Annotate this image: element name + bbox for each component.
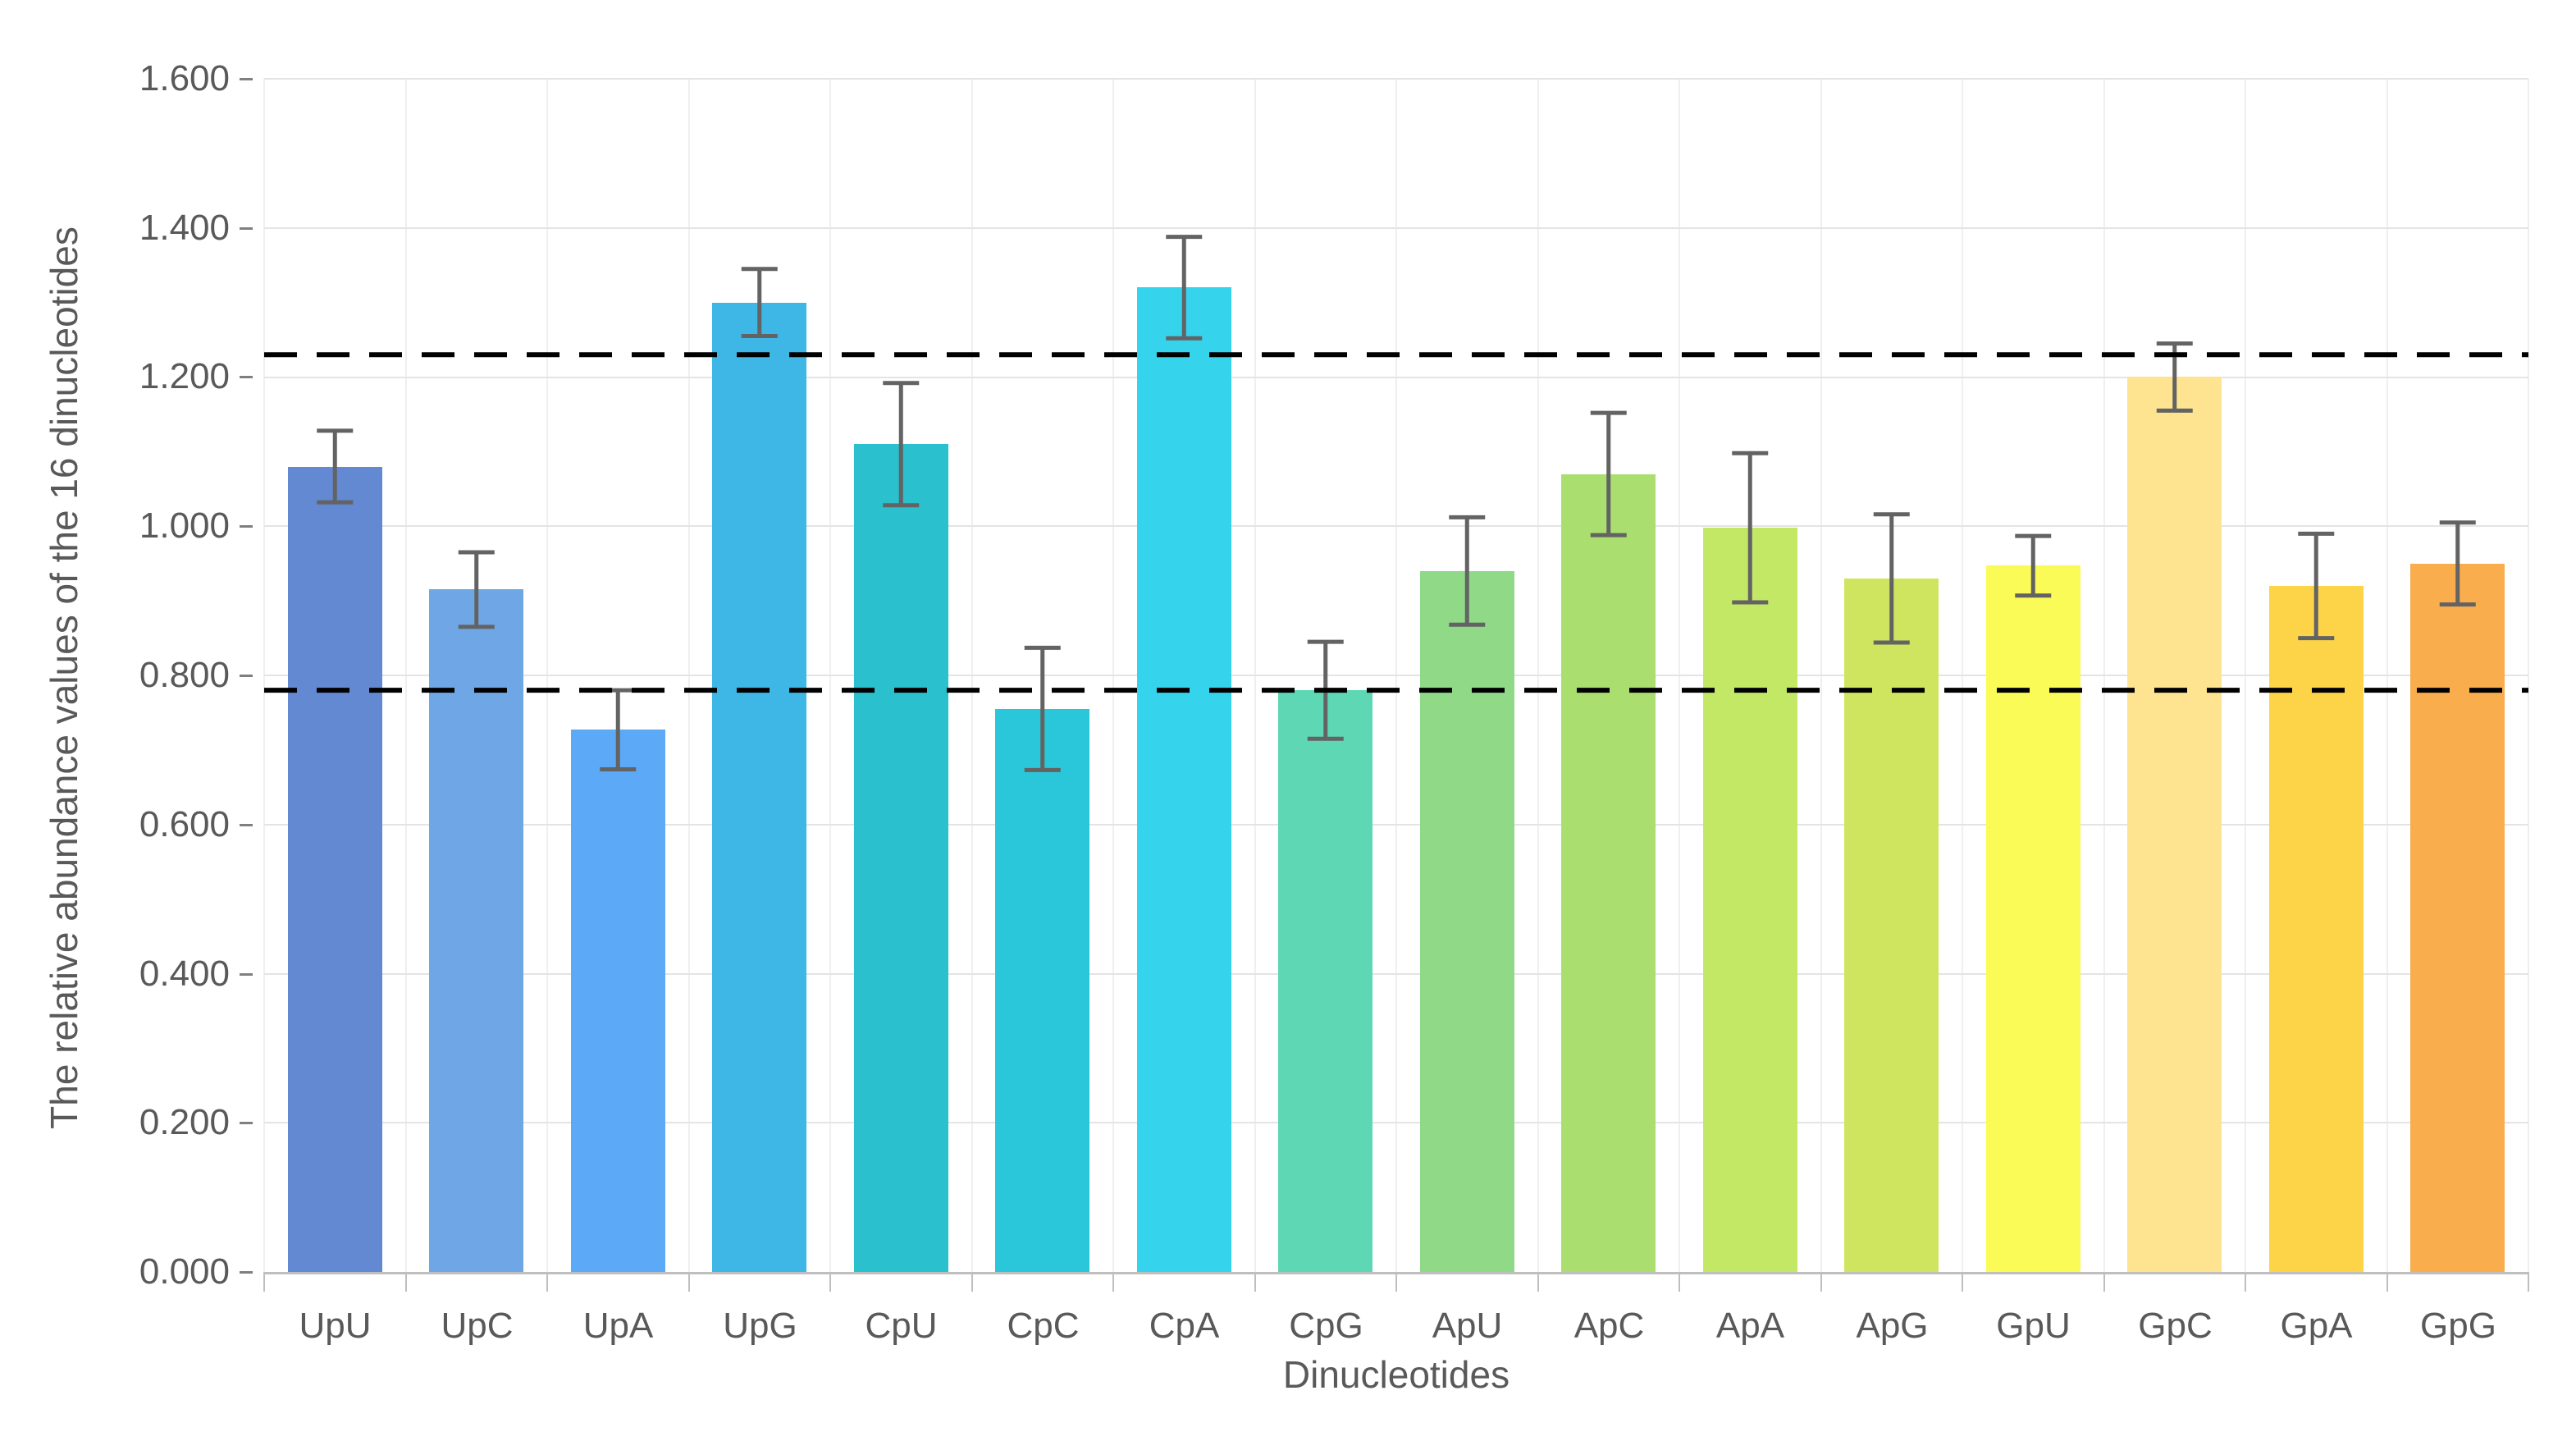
horizontal-gridline bbox=[264, 1122, 2528, 1124]
x-axis-title: Dinucleotides bbox=[1282, 1353, 1510, 1396]
x-axis-tick-mark bbox=[546, 1272, 548, 1292]
y-axis-tick-mark bbox=[240, 525, 253, 528]
x-axis-tick-label-GpA: GpA bbox=[2280, 1306, 2353, 1346]
bar-UpC bbox=[429, 589, 523, 1272]
x-axis-tick-mark bbox=[1820, 1272, 1822, 1292]
x-axis-tick-label-CpG: CpG bbox=[1289, 1306, 1363, 1346]
bar-GpC bbox=[2127, 377, 2222, 1272]
x-axis-tick-mark bbox=[263, 1272, 265, 1292]
x-axis-tick-mark bbox=[1395, 1272, 1397, 1292]
x-axis-tick-label-GpC: GpC bbox=[2138, 1306, 2213, 1346]
y-axis-tick-mark bbox=[240, 675, 253, 677]
x-axis-tick-mark bbox=[404, 1272, 407, 1292]
y-axis-tick-label: 1.200 bbox=[139, 356, 230, 396]
horizontal-gridline bbox=[264, 675, 2528, 676]
bar-ApC bbox=[1561, 474, 1656, 1272]
horizontal-gridline bbox=[264, 525, 2528, 528]
bar-CpC bbox=[995, 709, 1089, 1272]
x-axis-tick-label-ApA: ApA bbox=[1715, 1306, 1785, 1346]
y-axis-tick-label: 1.000 bbox=[139, 505, 230, 546]
x-axis-tick-label-CpU: CpU bbox=[865, 1306, 938, 1346]
y-axis-tick-mark bbox=[240, 1122, 253, 1124]
y-axis-tick-mark bbox=[240, 973, 253, 976]
horizontal-gridline bbox=[264, 78, 2528, 80]
horizontal-gridline bbox=[264, 226, 2528, 229]
x-axis-tick-mark bbox=[1962, 1272, 1963, 1292]
x-axis-tick-mark bbox=[1679, 1272, 1680, 1292]
y-axis-tick-mark bbox=[240, 376, 253, 378]
x-axis-tick-label-GpU: GpU bbox=[1996, 1306, 2071, 1346]
x-axis-tick-mark bbox=[2245, 1272, 2246, 1292]
plot-area bbox=[263, 78, 2529, 1272]
bar-CpU bbox=[854, 444, 948, 1272]
x-axis-tick-label-UpA: UpA bbox=[582, 1306, 654, 1346]
horizontal-gridline bbox=[264, 823, 2528, 826]
x-axis-tick-label-UpU: UpU bbox=[299, 1306, 372, 1346]
y-axis-tick-label: 1.600 bbox=[139, 58, 230, 98]
y-axis-tick-mark bbox=[240, 824, 253, 826]
x-axis-tick-label-CpA: CpA bbox=[1149, 1306, 1220, 1346]
y-axis-tick-label: 0.200 bbox=[139, 1102, 230, 1142]
bar-GpA bbox=[2269, 586, 2364, 1272]
x-axis-tick-label-ApU: ApU bbox=[1432, 1306, 1503, 1346]
y-axis-tick-mark bbox=[240, 78, 253, 80]
vertical-gridline bbox=[2528, 79, 2529, 1272]
bar-GpG bbox=[2410, 564, 2505, 1272]
y-axis-tick-mark bbox=[240, 227, 253, 230]
x-axis-tick-mark bbox=[1112, 1272, 1114, 1292]
bar-CpA bbox=[1137, 287, 1231, 1272]
x-axis-tick-mark bbox=[829, 1272, 831, 1292]
bar-UpA bbox=[571, 730, 665, 1272]
bar-UpG bbox=[712, 303, 806, 1272]
x-axis-tick-mark bbox=[2103, 1272, 2105, 1292]
x-axis-tick-label-ApG: ApG bbox=[1856, 1306, 1929, 1346]
horizontal-gridline bbox=[264, 972, 2528, 975]
x-axis-tick-mark bbox=[1254, 1272, 1256, 1292]
x-axis-tick-label-UpC: UpC bbox=[441, 1306, 514, 1346]
x-axis-tick-mark bbox=[2386, 1272, 2388, 1292]
x-axis-tick-label-ApC: ApC bbox=[1573, 1306, 1645, 1346]
x-axis-tick-mark bbox=[971, 1272, 973, 1292]
bar-CpG bbox=[1278, 690, 1372, 1272]
y-axis-tick-label: 0.600 bbox=[139, 804, 230, 844]
x-axis-tick-mark bbox=[1537, 1272, 1539, 1292]
y-axis-tick-label: 1.400 bbox=[139, 208, 230, 248]
horizontal-gridline bbox=[264, 376, 2528, 378]
y-axis-tick-mark bbox=[240, 1271, 253, 1274]
x-axis-tick-label-UpG: UpG bbox=[723, 1306, 797, 1346]
y-axis-tick-label: 0.000 bbox=[139, 1251, 230, 1292]
bar-ApU bbox=[1420, 571, 1514, 1272]
bar-ApG bbox=[1844, 579, 1939, 1272]
y-axis-title: The relative abundance values of the 16 … bbox=[43, 226, 85, 1129]
x-axis-tick-mark bbox=[687, 1272, 690, 1292]
bar-UpU bbox=[288, 467, 382, 1272]
x-axis-tick-mark bbox=[2528, 1272, 2529, 1292]
x-axis-tick-label-CpC: CpC bbox=[1007, 1306, 1080, 1346]
bar-ApA bbox=[1703, 528, 1797, 1272]
x-axis-tick-label-GpG: GpG bbox=[2420, 1306, 2496, 1346]
y-axis-tick-label: 0.400 bbox=[139, 954, 230, 994]
bar-GpU bbox=[1986, 565, 2080, 1272]
y-axis-tick-label: 0.800 bbox=[139, 655, 230, 695]
